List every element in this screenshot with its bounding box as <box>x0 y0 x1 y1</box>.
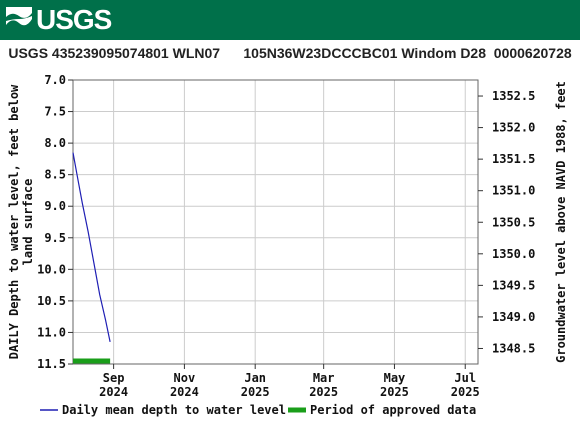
y-right-tick-label: 1351.5 <box>492 152 535 166</box>
x-tick-label-year: 2025 <box>380 385 409 399</box>
y-left-tick-label: 7.0 <box>44 73 66 87</box>
y-right-tick-label: 1348.5 <box>492 341 535 355</box>
usgs-wave-icon <box>6 7 32 33</box>
x-tick-label-month: Nov <box>174 371 196 385</box>
x-tick-label-month: Jul <box>454 371 476 385</box>
chart-title: USGS 435239095074801 WLN07 105N36W23DCCC… <box>8 45 572 61</box>
x-tick-label-month: Jan <box>244 371 266 385</box>
legend-label-depth: Daily mean depth to water level <box>62 403 286 417</box>
y-left-tick-label: 9.5 <box>44 231 66 245</box>
y-right-tick-label: 1350.5 <box>492 215 535 229</box>
y-right-tick-label: 1350.0 <box>492 247 535 261</box>
series-line-depth <box>72 152 111 343</box>
x-tick-label-year: 2025 <box>241 385 270 399</box>
y-left-tick-label: 9.0 <box>44 199 66 213</box>
y-right-tick-label: 1352.5 <box>492 89 535 103</box>
usgs-banner: USGS <box>0 0 580 40</box>
y-left-tick-label: 11.5 <box>37 357 66 371</box>
y-right-axis-label: Groundwater level above NAVD 1988, feet <box>554 81 568 363</box>
y-left-tick-label: 7.5 <box>44 105 66 119</box>
plot-area <box>73 80 478 364</box>
y-left-tick-label: 10.0 <box>37 262 66 276</box>
y-right-tick-label: 1349.0 <box>492 310 535 324</box>
y-left-tick-label: 8.0 <box>44 136 66 150</box>
legend-label-approved: Period of approved data <box>310 403 476 417</box>
usgs-logo-text: USGS <box>36 4 112 35</box>
y-right-tick-label: 1351.0 <box>492 184 535 198</box>
x-tick-label-month: Mar <box>313 371 335 385</box>
x-tick-label-year: 2024 <box>170 385 199 399</box>
y-left-axis-label-line2: land surface <box>21 179 35 266</box>
x-tick-label-year: 2025 <box>451 385 480 399</box>
y-left-axis-label: DAILY Depth to water level, feet below <box>7 84 21 359</box>
x-tick-label-year: 2025 <box>309 385 338 399</box>
x-tick-label-month: May <box>384 371 406 385</box>
y-right-tick-label: 1352.0 <box>492 121 535 135</box>
y-left-tick-label: 8.5 <box>44 168 66 182</box>
y-left-tick-label: 11.0 <box>37 325 66 339</box>
y-right-tick-label: 1349.5 <box>492 278 535 292</box>
y-left-tick-label: 10.5 <box>37 294 66 308</box>
usgs-logo[interactable]: USGS <box>6 4 112 36</box>
x-tick-label-year: 2024 <box>99 385 128 399</box>
x-tick-label-month: Sep <box>103 371 125 385</box>
